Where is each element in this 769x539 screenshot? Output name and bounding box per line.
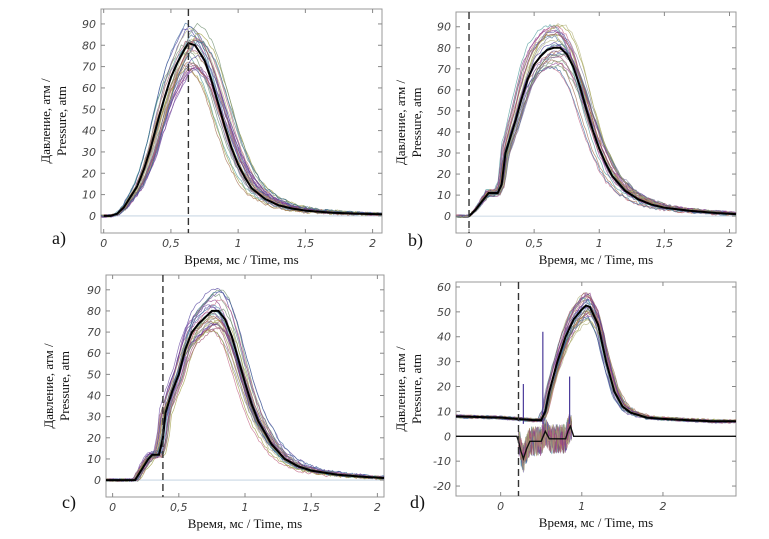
y-tick-label: 30 xyxy=(437,147,451,160)
plot-frame xyxy=(100,8,383,234)
y-tick-label: 0 xyxy=(444,210,451,223)
y-tick-label: 60 xyxy=(87,347,101,360)
y-tick-label: 40 xyxy=(437,331,451,344)
y-axis-title-line1: Давление, атм / xyxy=(393,79,408,165)
x-axis-title: Время, мс / Time, ms xyxy=(184,252,298,267)
trace-line xyxy=(455,23,737,219)
y-tick-label: 0 xyxy=(89,210,96,223)
y-tick-label: 10 xyxy=(437,405,451,418)
x-axis-title: Время, мс / Time, ms xyxy=(188,516,302,531)
panel-letter: c) xyxy=(62,492,76,513)
y-tick-label: 40 xyxy=(437,126,451,139)
y-tick-label: 30 xyxy=(437,356,451,369)
trace-line xyxy=(100,40,383,218)
x-tick-label: 2 xyxy=(726,237,733,250)
x-tick-label: 0 xyxy=(466,237,473,250)
y-tick-label: 20 xyxy=(82,167,96,180)
y-tick-label: 10 xyxy=(437,189,451,202)
y-tick-label: 10 xyxy=(82,189,96,202)
x-tick-label: 2 xyxy=(374,501,381,514)
x-tick-label: 1 xyxy=(596,237,603,250)
y-tick-label: 90 xyxy=(437,21,451,34)
x-tick-label: 1,5 xyxy=(297,237,315,250)
y-axis-title-line1: Давление, атм / xyxy=(393,346,408,432)
y-tick-label: 60 xyxy=(437,84,451,97)
x-tick-label: 0 xyxy=(100,237,107,250)
trace-line xyxy=(455,29,737,218)
x-tick-label: 0 xyxy=(109,501,116,514)
y-tick-label: 60 xyxy=(82,82,96,95)
y-tick-label: 20 xyxy=(87,432,101,445)
mean-line xyxy=(106,309,385,482)
panel-letter: b) xyxy=(408,230,423,251)
x-axis-title: Время, мс / Time, ms xyxy=(539,252,653,267)
y-tick-label: 30 xyxy=(82,146,96,159)
y-tick-label: 80 xyxy=(87,305,101,318)
y-tick-label: 70 xyxy=(82,61,96,74)
mean-line xyxy=(455,304,736,423)
y-tick-label: 90 xyxy=(82,18,96,31)
x-tick-label: 0 xyxy=(497,500,504,513)
y-axis-title-line1: Давление, атм / xyxy=(38,78,53,164)
y-tick-label: 0 xyxy=(94,474,101,487)
x-tick-label: 1,5 xyxy=(302,501,320,514)
x-tick-label: 0,5 xyxy=(162,237,180,250)
y-tick-label: 90 xyxy=(87,284,101,297)
panel-a: 0 10 20 30 40 50 60 70 80 90 0 0,5 1 1,5 2 Время, мс / … xyxy=(38,8,383,267)
x-tick-label: 2 xyxy=(659,500,666,513)
y-tick-label: -10 xyxy=(433,455,451,468)
y-tick-label: 50 xyxy=(87,368,101,381)
y-tick-label: 60 xyxy=(437,281,451,294)
y-axis-title-line2: Pressure, atm xyxy=(409,87,424,157)
x-tick-label: 0,5 xyxy=(525,237,543,250)
x-tick-label: 1 xyxy=(578,500,585,513)
y-tick-label: 40 xyxy=(82,125,96,138)
y-tick-label: 40 xyxy=(87,390,101,403)
y-tick-label: 70 xyxy=(87,326,101,339)
y-axis-title-line2: Pressure, atm xyxy=(54,86,69,156)
y-tick-label: 80 xyxy=(437,42,451,55)
panel-c: 0 10 20 30 40 50 60 70 80 90 0 0,5 1 1,5 2 Время, мс / … xyxy=(41,274,385,531)
y-axis-title-line1: Давление, атм / xyxy=(41,343,56,429)
y-tick-label: -20 xyxy=(433,480,451,493)
panel-b: 0 10 20 30 40 50 60 70 80 90 0 0,5 1 1,5 2 Время, мс / … xyxy=(393,11,737,267)
y-tick-label: 50 xyxy=(437,306,451,319)
y-tick-label: 50 xyxy=(82,103,96,116)
x-tick-label: 1,5 xyxy=(656,237,674,250)
trace-line xyxy=(101,22,383,217)
x-axis-title: Время, мс / Time, ms xyxy=(539,515,653,530)
x-tick-label: 0,5 xyxy=(170,501,188,514)
y-tick-label: 80 xyxy=(82,39,96,52)
panel-letter: a) xyxy=(52,228,66,249)
mean-line xyxy=(103,41,383,217)
panel-letter: d) xyxy=(410,492,425,513)
y-tick-label: 70 xyxy=(437,63,451,76)
y-axis-title-line2: Pressure, atm xyxy=(409,354,424,424)
difference-mean-line xyxy=(456,424,736,461)
y-tick-label: 10 xyxy=(87,453,101,466)
x-tick-label: 1 xyxy=(235,237,242,250)
y-tick-label: 30 xyxy=(87,411,101,424)
panel-d: -20 -10 0 10 20 30 40 50 60 0 1 2 Время, мс / Time, … xyxy=(393,281,737,530)
y-tick-label: 0 xyxy=(444,430,451,443)
y-tick-label: 50 xyxy=(437,105,451,118)
y-tick-label: 20 xyxy=(437,381,451,394)
mean-line xyxy=(468,46,737,217)
x-tick-label: 1 xyxy=(242,501,249,514)
y-axis-title-line2: Pressure, atm xyxy=(57,351,72,421)
y-tick-label: 20 xyxy=(437,168,451,181)
x-tick-label: 2 xyxy=(369,237,376,250)
